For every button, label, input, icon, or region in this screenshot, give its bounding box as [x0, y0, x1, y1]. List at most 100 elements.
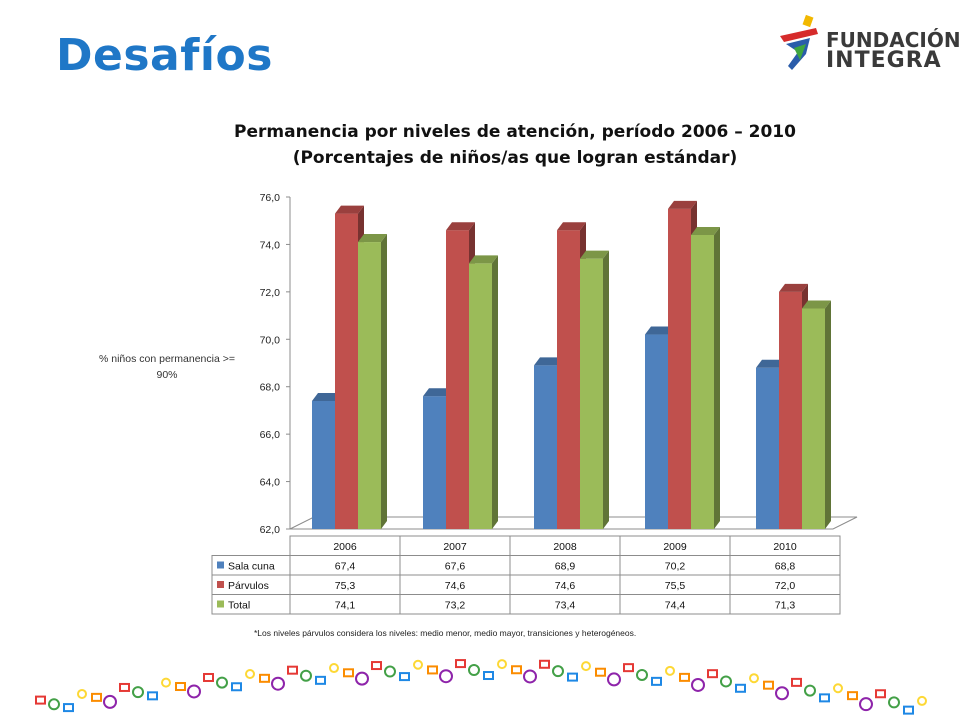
bar-top	[645, 326, 674, 335]
logo-line2: INTEGRA	[826, 48, 942, 73]
bar-párvulos-2006	[335, 213, 358, 529]
y-axis-label-line1: % niños con permanencia >=	[98, 353, 235, 365]
doodle-shape	[552, 665, 564, 678]
bar-top	[779, 283, 808, 292]
doodle-shape	[607, 672, 621, 687]
bar-top	[335, 205, 364, 214]
doodle-shape	[623, 663, 634, 673]
doodle-shape	[847, 691, 858, 701]
bar-total-2008	[580, 258, 603, 529]
x-category-label: 2008	[553, 541, 577, 553]
doodle-shape	[231, 682, 242, 692]
doodle-shape	[119, 682, 130, 692]
doodle-shape	[468, 664, 480, 677]
y-tick-label: 68,0	[260, 382, 281, 394]
legend-swatch	[217, 600, 224, 608]
bar-side	[603, 250, 609, 529]
footnote: *Los niveles párvulos considera los nive…	[254, 628, 637, 638]
data-label: 74,1	[335, 600, 356, 612]
bar-top	[358, 234, 387, 243]
data-label: 68,9	[555, 561, 576, 573]
logo-line1: FUNDACIÓN	[826, 28, 960, 52]
legend-entry: Sala cuna	[228, 561, 275, 573]
fundacion-integra-logo: FUNDACIÓN INTEGRA	[776, 14, 960, 78]
bar-top	[802, 300, 831, 309]
y-axis-label-line2: 90%	[156, 369, 178, 381]
y-tick-label: 66,0	[260, 429, 281, 441]
slide-title: Desafíos	[56, 30, 273, 81]
doodle-shape	[187, 684, 201, 699]
table-row	[211, 555, 841, 576]
bar-top	[557, 222, 586, 231]
bar-top	[668, 200, 697, 209]
doodle-shape	[707, 669, 718, 679]
y-tick-label: 70,0	[260, 334, 281, 346]
doodle-shape	[343, 668, 354, 678]
doodle-shape	[917, 695, 927, 706]
doodle-shape	[175, 682, 186, 692]
doodle-shape	[147, 691, 158, 701]
y-tick-label: 64,0	[260, 477, 281, 489]
data-label: 68,8	[775, 561, 796, 573]
y-tick-label: 74,0	[260, 239, 281, 251]
doodle-shape	[91, 692, 102, 702]
bar-top	[756, 359, 785, 368]
legend-swatch	[217, 561, 224, 569]
table-row	[211, 594, 841, 615]
doodle-shape	[763, 680, 774, 690]
doodle-shape	[259, 673, 270, 683]
doodle-shape	[720, 675, 732, 688]
doodle-shape	[399, 672, 410, 682]
doodle-shape	[35, 695, 46, 705]
doodle-shape	[439, 669, 453, 684]
data-label: 75,3	[335, 580, 356, 592]
x-category-label: 2007	[443, 541, 467, 553]
bar-total-2010	[802, 308, 825, 529]
doodle-shape	[329, 663, 339, 674]
doodle-shape	[804, 684, 816, 697]
doodle-shape	[497, 659, 507, 670]
data-label: 67,4	[335, 561, 356, 573]
bar-sala-cuna-2009	[645, 334, 668, 529]
doodle-shape	[875, 689, 886, 699]
bar-párvulos-2008	[557, 230, 580, 529]
doodle-shape	[636, 668, 648, 681]
doodle-shape	[819, 693, 830, 703]
doodle-shape	[300, 669, 312, 682]
bar-top	[580, 250, 609, 259]
bar-sala-cuna-2008	[534, 365, 557, 529]
bar-sala-cuna-2010	[756, 367, 779, 529]
legend-entry: Párvulos	[228, 580, 269, 592]
doodle-shape	[315, 675, 326, 685]
bar-top	[423, 388, 452, 397]
doodle-shape	[271, 676, 285, 691]
data-label: 73,2	[445, 600, 466, 612]
doodle-shape	[775, 686, 789, 701]
doodle-shape	[77, 688, 87, 699]
bar-side	[714, 226, 720, 529]
doodle-shape	[413, 659, 423, 670]
doodle-shape	[859, 697, 873, 712]
bar-side	[492, 255, 498, 529]
doodle-shape	[651, 676, 662, 686]
doodle-shape	[523, 669, 537, 684]
x-category-label: 2010	[773, 541, 797, 553]
doodle-shape	[216, 676, 228, 689]
doodle-shape	[679, 672, 690, 682]
doodle-shape	[567, 672, 578, 682]
doodle-shape	[581, 661, 591, 672]
doodle-shape	[355, 671, 369, 686]
legend-swatch	[217, 581, 224, 588]
doodle-shape	[48, 698, 60, 711]
doodle-shape	[888, 696, 900, 709]
doodle-shape	[749, 673, 759, 684]
doodle-shape	[595, 667, 606, 677]
bar-top	[312, 392, 341, 401]
chart-subtitle: (Porcentajes de niños/as que logran está…	[292, 148, 738, 168]
data-label: 74,6	[555, 580, 576, 592]
bar-total-2006	[358, 242, 381, 530]
y-axis-label: % niños con permanencia >= 90%	[82, 351, 252, 383]
bar-chart: 76,0 74,0 72,0 70,0 68,0 66,0 64,0 62,0 2006 2007…	[211, 192, 858, 615]
doodle-shape	[245, 669, 255, 679]
data-label: 74,6	[445, 580, 466, 592]
